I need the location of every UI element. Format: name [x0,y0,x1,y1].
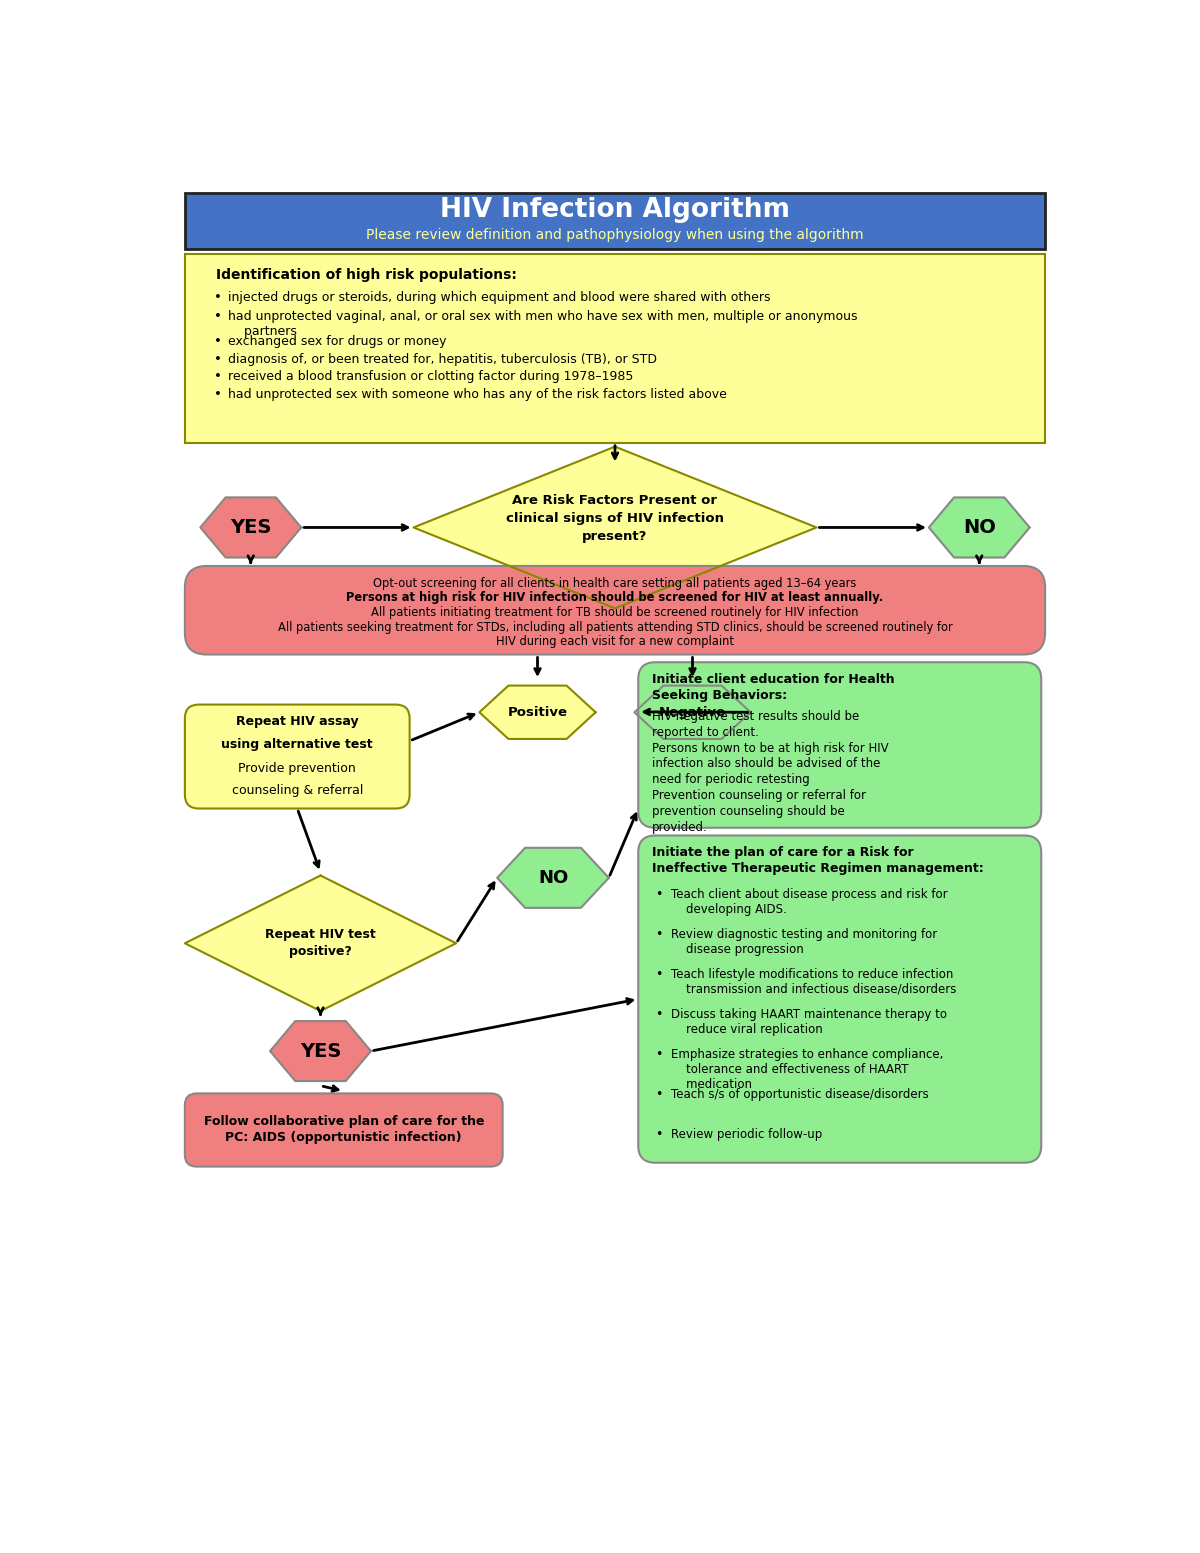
Polygon shape [497,848,608,909]
FancyBboxPatch shape [185,193,1045,248]
Text: All patients initiating treatment for TB should be screened routinely for HIV in: All patients initiating treatment for TB… [371,606,859,620]
Text: NO: NO [538,868,568,887]
Text: Are Risk Factors Present or
clinical signs of HIV infection
present?: Are Risk Factors Present or clinical sig… [506,494,724,542]
Text: •: • [214,335,222,348]
FancyBboxPatch shape [638,662,1042,828]
Text: counseling & referral: counseling & referral [232,784,362,797]
Text: Opt-out screening for all clients in health care setting all patients aged 13–64: Opt-out screening for all clients in hea… [373,576,857,590]
Text: Repeat HIV test
positive?: Repeat HIV test positive? [265,929,376,958]
Text: Review periodic follow-up: Review periodic follow-up [671,1127,822,1141]
Text: •: • [214,290,222,304]
Text: •: • [655,968,662,981]
Text: Identification of high risk populations:: Identification of high risk populations: [216,269,517,283]
Text: Negative: Negative [659,705,726,719]
Text: HIV Infection Algorithm: HIV Infection Algorithm [440,197,790,224]
Text: YES: YES [300,1042,341,1061]
Text: Positive: Positive [508,705,568,719]
Polygon shape [479,685,595,739]
Text: •: • [655,1008,662,1020]
Text: Teach client about disease process and risk for
    developing AIDS.: Teach client about disease process and r… [671,888,948,916]
Polygon shape [414,447,816,609]
Text: Persons at high risk for HIV infection should be screened for HIV at least annua: Persons at high risk for HIV infection s… [347,592,883,604]
Text: Repeat HIV assay: Repeat HIV assay [236,714,359,727]
Text: •: • [214,370,222,384]
Text: YES: YES [230,519,271,537]
Polygon shape [200,497,301,558]
Text: exchanged sex for drugs or money: exchanged sex for drugs or money [228,335,446,348]
Text: •: • [655,1127,662,1141]
Text: had unprotected sex with someone who has any of the risk factors listed above: had unprotected sex with someone who has… [228,388,726,401]
Text: Discuss taking HAART maintenance therapy to
    reduce viral replication: Discuss taking HAART maintenance therapy… [671,1008,947,1036]
Text: Initiate client education for Health
Seeking Behaviors:: Initiate client education for Health See… [653,672,895,702]
Text: Please review definition and pathophysiology when using the algorithm: Please review definition and pathophysio… [366,228,864,242]
FancyBboxPatch shape [185,1093,503,1166]
Text: •: • [214,311,222,323]
Text: •: • [655,1048,662,1061]
Text: •: • [214,353,222,365]
Text: •: • [655,927,662,941]
Text: Emphasize strategies to enhance compliance,
    tolerance and effectiveness of H: Emphasize strategies to enhance complian… [671,1048,943,1092]
Text: All patients seeking treatment for STDs, including all patients attending STD cl: All patients seeking treatment for STDs,… [277,621,953,634]
Text: using alternative test: using alternative test [222,738,373,752]
Text: Teach lifestyle modifications to reduce infection
    transmission and infectiou: Teach lifestyle modifications to reduce … [671,968,956,995]
Text: NO: NO [962,519,996,537]
FancyBboxPatch shape [638,836,1042,1163]
Text: Initiate the plan of care for a Risk for
Ineffective Therapeutic Regimen managem: Initiate the plan of care for a Risk for… [653,846,984,876]
Text: •: • [214,388,222,401]
Text: had unprotected vaginal, anal, or oral sex with men who have sex with men, multi: had unprotected vaginal, anal, or oral s… [228,311,857,339]
Polygon shape [270,1020,371,1081]
Text: Review diagnostic testing and monitoring for
    disease progression: Review diagnostic testing and monitoring… [671,927,937,955]
FancyBboxPatch shape [185,565,1045,654]
Text: diagnosis of, or been treated for, hepatitis, tuberculosis (TB), or STD: diagnosis of, or been treated for, hepat… [228,353,656,365]
Polygon shape [929,497,1030,558]
Polygon shape [635,685,751,739]
Text: HIV during each visit for a new complaint: HIV during each visit for a new complain… [496,635,734,648]
Text: Follow collaborative plan of care for the
PC: AIDS (opportunistic infection): Follow collaborative plan of care for th… [204,1115,484,1145]
Polygon shape [185,876,456,1011]
FancyBboxPatch shape [185,255,1045,443]
FancyBboxPatch shape [185,705,409,809]
Text: •: • [655,1089,662,1101]
Text: received a blood transfusion or clotting factor during 1978–1985: received a blood transfusion or clotting… [228,370,632,384]
Text: HIV-negative test results should be
reported to client.
Persons known to be at h: HIV-negative test results should be repo… [653,710,889,834]
Text: •: • [655,888,662,901]
Text: injected drugs or steroids, during which equipment and blood were shared with ot: injected drugs or steroids, during which… [228,290,770,304]
Text: Provide prevention: Provide prevention [239,763,356,775]
Text: Teach s/s of opportunistic disease/disorders: Teach s/s of opportunistic disease/disor… [671,1089,929,1101]
